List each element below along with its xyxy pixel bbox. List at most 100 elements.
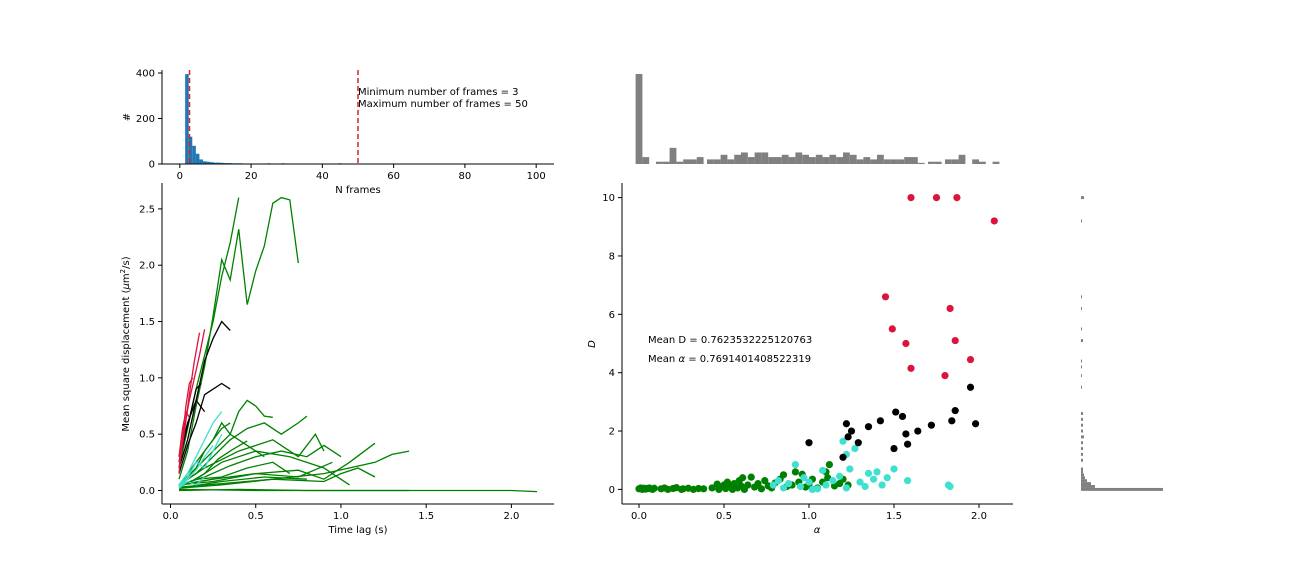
scatter-point — [694, 484, 703, 493]
histogram-bar — [1081, 417, 1083, 421]
histogram-bar — [185, 74, 189, 164]
histogram-bar — [849, 154, 857, 164]
x-tick-label: 0.0 — [631, 511, 647, 522]
histogram-bars — [635, 74, 1000, 164]
y-axis-label: Mean square displacement (μm2/s) — [119, 256, 132, 431]
scatter-point — [822, 481, 830, 489]
scatter-point — [870, 475, 878, 483]
scatter-point — [888, 325, 896, 333]
msd-series-line — [178, 409, 190, 457]
histogram-bar — [1081, 441, 1083, 445]
histogram-bar — [747, 157, 755, 164]
scatter-point — [728, 485, 737, 494]
scatter-point — [966, 355, 975, 364]
y-tick-label: 2.0 — [139, 261, 155, 272]
histogram-bar — [1081, 476, 1085, 480]
scatter-point — [881, 293, 890, 301]
histogram-bar — [917, 162, 925, 164]
annotation-max-frames: Maximum number of frames = 50 — [358, 99, 528, 110]
x-tick-label: 1.5 — [418, 511, 434, 522]
scatter-point — [864, 469, 873, 477]
histogram-bar — [206, 161, 211, 164]
x-tick-label: 60 — [387, 171, 400, 182]
histogram-bar — [669, 147, 677, 164]
histogram-bar — [635, 74, 643, 164]
histogram-bar — [945, 159, 952, 164]
scatter-point — [800, 474, 808, 482]
scatter-point — [791, 468, 800, 476]
msd-series-line — [178, 411, 223, 486]
scatter-point — [847, 427, 856, 435]
scatter-point — [883, 474, 891, 482]
x-tick-label: 0.5 — [248, 511, 264, 522]
scatter-point — [829, 477, 837, 485]
histogram-bar — [1081, 435, 1084, 439]
histogram-bar — [220, 162, 225, 164]
histogram-bar — [754, 152, 762, 164]
msd-series-line — [178, 415, 308, 486]
histogram-bar — [1081, 295, 1082, 299]
scatter-point — [927, 421, 936, 429]
histogram-bar — [843, 152, 850, 164]
alpha-d-scatter: 0.0 0.5 1.0 1.5 2.0 0 2 4 6 8 10 Mean D = 0.762353… — [587, 183, 1013, 536]
alpha-histogram — [635, 74, 1000, 164]
x-tick-label: 80 — [459, 171, 472, 182]
histogram-bar — [195, 153, 200, 164]
scatter-point — [946, 482, 954, 491]
y-tick-label: 400 — [136, 69, 155, 80]
msd-series-line — [178, 433, 223, 487]
histogram-bar — [1081, 452, 1083, 456]
scatter-point — [805, 439, 813, 447]
histogram-bar — [911, 157, 918, 164]
histogram-bar — [958, 154, 966, 164]
msd-line-chart: 0.0 0.5 1.0 1.5 2.0 0.0 0.5 1.0 1.5 2.0 2.5 Time l… — [119, 183, 554, 536]
msd-series-line — [178, 320, 231, 469]
msd-series — [178, 196, 538, 493]
histogram-bar — [1081, 473, 1084, 477]
msd-series-line — [178, 476, 206, 489]
histogram-bar — [1081, 374, 1082, 378]
histogram-bar — [707, 159, 714, 164]
scatter-point — [836, 472, 844, 480]
y-tick-label: 8 — [609, 251, 615, 262]
histogram-bar — [1081, 470, 1083, 474]
scatter-point — [932, 193, 941, 202]
histogram-bar — [904, 157, 911, 164]
scatter-point — [861, 482, 869, 491]
histogram-bar — [1081, 385, 1082, 389]
y-tick-label: 2.5 — [139, 204, 155, 215]
histogram-bar — [897, 159, 905, 164]
scatter-point — [966, 383, 975, 391]
histogram-bar — [836, 157, 843, 164]
n-frames-histogram: 0 20 40 60 80 100 0 200 400 Minimum number of fr… — [122, 69, 554, 196]
histogram-bar — [213, 162, 218, 164]
scatter-point — [904, 477, 912, 485]
scatter-point — [854, 439, 862, 447]
scatter-point — [948, 417, 956, 425]
histogram-bar — [1081, 487, 1163, 491]
histogram-bar — [199, 159, 203, 164]
y-tick-label: 200 — [136, 114, 155, 125]
histogram-bar — [188, 136, 193, 164]
scatter-point — [757, 485, 766, 493]
histogram-bars — [1081, 196, 1163, 491]
histogram-bar — [802, 154, 809, 164]
annotation-mean-alpha: Mean α = 0.7691401408522319 — [648, 354, 811, 365]
histogram-bar — [1081, 196, 1084, 200]
histogram-bar — [883, 159, 891, 164]
histogram-bar — [676, 161, 684, 164]
scatter-point — [851, 444, 859, 453]
scatter-point — [864, 423, 873, 431]
histogram-bar — [809, 157, 816, 164]
histogram-bar — [202, 161, 207, 164]
scatter-point — [890, 465, 898, 473]
histogram-bar — [951, 159, 959, 164]
histogram-bar — [727, 159, 735, 164]
scatter-point — [805, 478, 813, 486]
scatter-point — [769, 481, 777, 489]
scatter-point — [876, 417, 885, 425]
scatter-point — [892, 408, 900, 416]
histogram-bar — [934, 161, 942, 164]
scatter-point — [779, 484, 788, 492]
